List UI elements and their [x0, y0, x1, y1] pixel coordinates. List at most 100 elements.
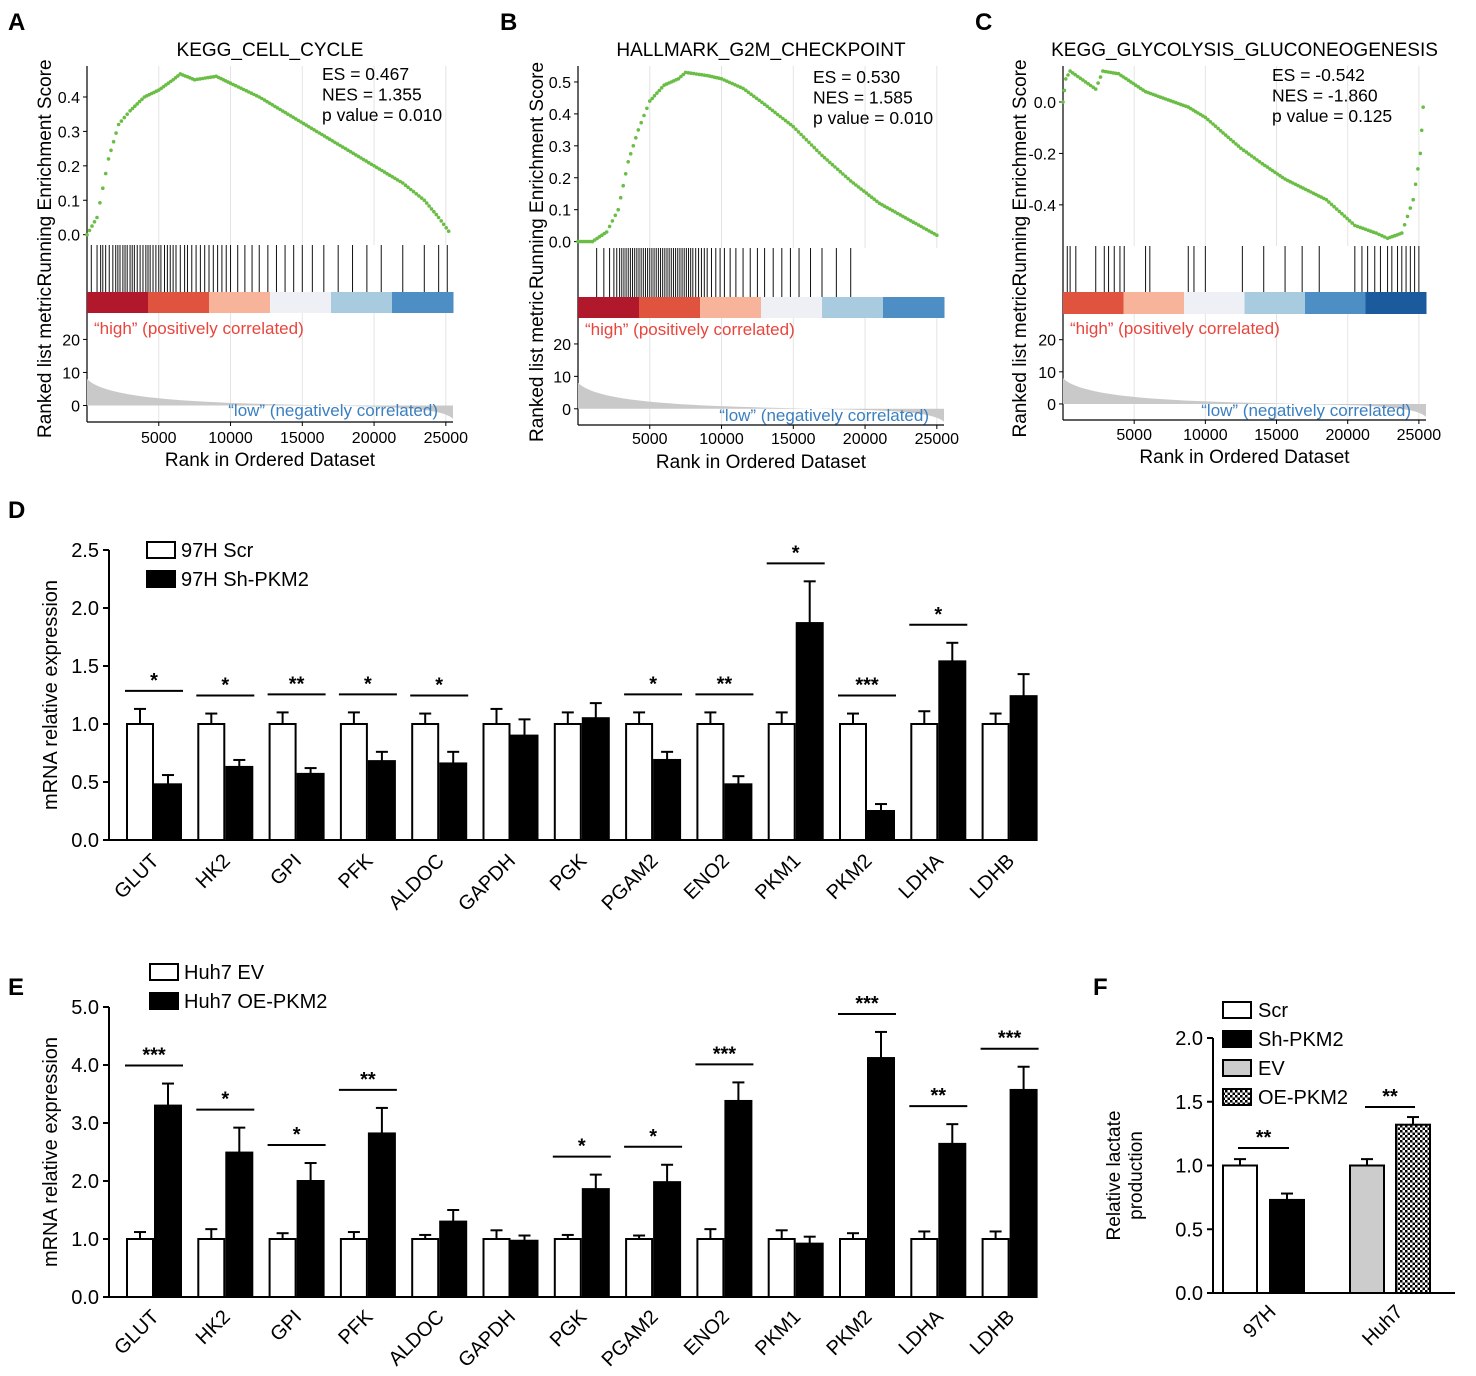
enrichment-point [722, 78, 726, 82]
enrichment-point [1206, 117, 1210, 122]
enrichment-point [401, 181, 405, 185]
enrichment-point [398, 179, 403, 184]
enrichment-point [333, 140, 337, 145]
enrichment-point [689, 71, 693, 75]
enrichment-point [621, 183, 625, 188]
enrichment-point [799, 132, 803, 137]
enrichment-point [893, 210, 897, 214]
enrichment-point [880, 202, 884, 207]
enrichment-point [135, 102, 139, 106]
legend-swatch [1222, 1030, 1252, 1048]
enrichment-point [652, 94, 657, 98]
enrichment-point [1255, 158, 1259, 162]
y-tick-label: 0.3 [58, 124, 80, 141]
bar-e [795, 1242, 824, 1299]
y-tick-label: 1.0 [1175, 1156, 1203, 1178]
enrichment-point [1076, 74, 1080, 79]
legend-swatch [146, 570, 176, 588]
enrichment-point [1093, 87, 1098, 91]
enrichment-point [867, 193, 871, 197]
category-label: GLUT [110, 850, 163, 903]
enrichment-point [875, 199, 879, 204]
enrichment-point [634, 136, 638, 140]
enrichment-point [1249, 154, 1254, 158]
bar-d [981, 723, 1010, 841]
heat-zone [392, 292, 454, 313]
y-axis-label-bottom: Ranked list metric [35, 287, 56, 438]
enrichment-point [1091, 85, 1095, 90]
enrichment-point [1280, 175, 1285, 180]
enrichment-point [1064, 77, 1068, 81]
enrichment-point [280, 109, 285, 113]
heat-zone [1123, 292, 1185, 314]
enrichment-point [1221, 131, 1225, 135]
y-tick-label: 0.1 [58, 193, 80, 210]
enrichment-point [90, 224, 94, 228]
enrichment-point [786, 120, 790, 125]
enrichment-point [387, 173, 392, 177]
enrichment-point [1421, 105, 1425, 109]
category-label: ALDOC [384, 1306, 448, 1370]
enrichment-point [122, 115, 127, 120]
enrichment-point [1345, 216, 1349, 221]
significance-mark: *** [142, 1045, 166, 1067]
x-tick-label: 15000 [1254, 427, 1299, 444]
bar-d [339, 723, 368, 841]
x-tick-label: 15000 [771, 431, 816, 448]
enrichment-point [830, 162, 835, 167]
y-tick-label: 0.0 [1175, 1283, 1203, 1305]
stat-text-0: ES = -0.542 [1272, 65, 1365, 85]
enrichment-point [1347, 219, 1352, 223]
enrichment-point [859, 187, 863, 191]
legend-label: EV [1258, 1058, 1285, 1080]
enrichment-point [822, 155, 827, 160]
legend-swatch [149, 992, 179, 1010]
bar-e [867, 1057, 895, 1299]
significance-mark: * [293, 1124, 301, 1146]
enrichment-point [757, 98, 761, 103]
enrichment-point [768, 106, 772, 111]
enrichment-point [1061, 100, 1065, 104]
enrichment-point [1070, 71, 1075, 75]
y-tick-label: 0.5 [549, 75, 571, 92]
enrichment-point [738, 85, 743, 89]
enrichment-point [1400, 231, 1404, 235]
enrichment-point [265, 99, 269, 104]
enrichment-point [929, 230, 934, 235]
heat-zone [1305, 292, 1366, 314]
enrichment-point [1263, 163, 1267, 168]
enrichment-point [1327, 200, 1331, 204]
metric-tick-label: 0 [71, 398, 80, 415]
enrichment-point [650, 96, 654, 101]
enrichment-point [325, 135, 329, 140]
enrichment-point [700, 73, 704, 77]
enrichment-point [735, 84, 740, 88]
bar-e [367, 1132, 396, 1298]
enrichment-point [317, 131, 322, 135]
enrichment-point [411, 189, 416, 194]
enrichment-point [820, 153, 824, 158]
x-axis-label: Rank in Ordered Dataset [165, 450, 376, 471]
significance-mark: *** [713, 1043, 737, 1065]
chart-title: HALLMARK_G2M_CHECKPOINT [616, 40, 906, 61]
enrichment-point [817, 151, 822, 155]
stat-text-1: NES = 1.585 [813, 88, 913, 108]
enrichment-point [304, 123, 309, 127]
bar-e [653, 1181, 682, 1299]
enrichment-point [679, 74, 683, 79]
y-tick-label: 0.1 [549, 203, 571, 220]
enrichment-point [725, 79, 729, 83]
enrichment-point [257, 95, 262, 99]
enrichment-point [1337, 209, 1342, 214]
bar-e [581, 1188, 610, 1298]
enrichment-point [1402, 223, 1407, 227]
bar-panel-d: D 0.0 0.5 1.0 1.5 2.0 2.5 mRNA relative express… [8, 497, 1038, 916]
category-label: ENO2 [680, 1306, 734, 1360]
enrichment-point [903, 216, 908, 220]
legend-label: 97H Sh-PKM2 [181, 569, 309, 591]
y-tick-label: 2.0 [71, 1171, 99, 1193]
enrichment-point [106, 157, 111, 161]
chart-title: KEGG_GLYCOLYSIS_GLUCONEOGENESIS [1051, 40, 1438, 61]
enrichment-point [657, 88, 662, 93]
y-tick-label: 2.5 [71, 540, 99, 562]
